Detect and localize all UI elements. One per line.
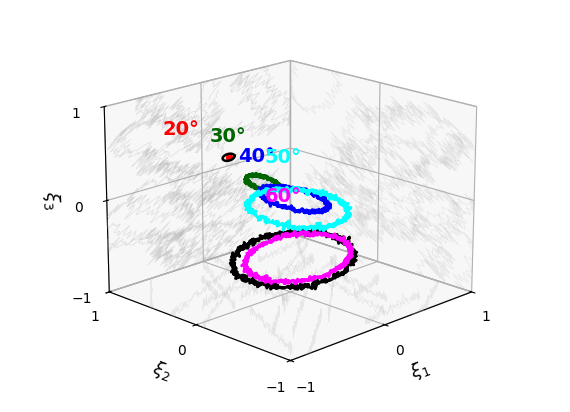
X-axis label: $\xi_1$: $\xi_1$ — [407, 357, 433, 384]
Y-axis label: $\xi_2$: $\xi_2$ — [149, 357, 174, 384]
